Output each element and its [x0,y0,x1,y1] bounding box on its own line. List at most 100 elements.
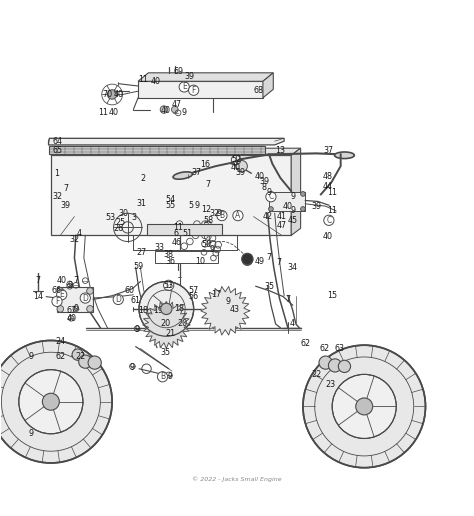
Circle shape [172,106,178,113]
Text: 11: 11 [138,75,148,85]
Circle shape [338,360,351,373]
Ellipse shape [335,152,355,158]
Text: 61: 61 [131,296,141,305]
Text: 9: 9 [73,304,78,313]
Text: 32: 32 [69,235,80,244]
Text: 9: 9 [28,429,33,438]
Ellipse shape [173,172,192,179]
Text: 40: 40 [231,163,241,172]
Text: 9: 9 [210,245,215,254]
Text: 62: 62 [55,352,65,361]
Polygon shape [201,286,250,335]
Circle shape [303,345,426,467]
Text: 10: 10 [195,257,205,266]
Text: 40: 40 [66,314,76,323]
Text: 24: 24 [55,337,65,346]
Text: 38: 38 [164,250,173,259]
Circle shape [139,282,194,336]
Text: 25: 25 [115,218,125,227]
Text: F: F [55,297,59,306]
Text: 4: 4 [77,229,82,238]
Text: 47: 47 [277,220,287,230]
Circle shape [319,356,332,369]
Text: 60: 60 [125,285,135,295]
Text: 40: 40 [160,106,170,116]
Circle shape [87,288,93,294]
Text: 31: 31 [137,199,147,208]
Bar [155,251,218,263]
Text: 67: 67 [66,307,76,315]
Bar [57,287,93,312]
Text: 33: 33 [154,243,164,252]
Text: 4: 4 [290,319,295,329]
Text: 42: 42 [263,212,273,221]
Text: 26: 26 [113,224,123,233]
Text: 16: 16 [200,160,210,169]
Text: 2: 2 [140,174,146,183]
Text: 9: 9 [182,108,187,117]
Polygon shape [51,155,291,235]
Text: 41: 41 [277,212,287,221]
Text: D: D [82,294,88,302]
Text: 7: 7 [285,295,291,304]
Text: E: E [182,83,187,91]
Text: 62: 62 [300,339,310,348]
Text: 21: 21 [165,329,175,338]
Text: 11: 11 [98,108,108,117]
Text: A: A [235,211,241,220]
Text: 56: 56 [189,292,199,301]
Text: E: E [59,291,64,299]
Text: 48: 48 [322,172,332,182]
Text: 39: 39 [60,201,70,209]
Text: 51: 51 [182,229,192,238]
Text: 9: 9 [194,201,200,209]
Text: B: B [219,211,225,220]
Text: 32: 32 [52,192,62,201]
Text: 12: 12 [201,205,211,215]
Text: 8: 8 [262,183,267,192]
Text: 11: 11 [173,223,183,232]
Circle shape [156,315,177,335]
Text: 3: 3 [132,214,137,222]
Circle shape [301,206,305,212]
Circle shape [57,288,64,294]
Text: 11: 11 [327,206,337,215]
Circle shape [72,349,83,360]
Text: 46: 46 [172,238,182,247]
Text: 32: 32 [210,209,219,218]
Circle shape [301,191,305,196]
Text: 22: 22 [311,370,321,379]
Polygon shape [138,73,273,82]
Circle shape [332,375,396,439]
Text: 7: 7 [73,276,78,285]
Text: 18: 18 [138,307,148,315]
Text: 19: 19 [153,307,163,315]
Text: 9: 9 [226,297,231,306]
Circle shape [236,160,247,172]
Text: 40: 40 [255,172,264,182]
Text: D: D [115,295,121,304]
Circle shape [108,90,117,99]
Text: 40: 40 [113,90,123,99]
Text: 35: 35 [264,282,274,291]
Text: 15: 15 [327,291,337,300]
Text: D: D [166,281,172,290]
Text: 9: 9 [167,372,173,381]
Circle shape [356,398,373,415]
Polygon shape [143,301,190,348]
Text: 62: 62 [319,344,329,353]
Circle shape [269,191,273,196]
Bar [269,192,305,211]
Circle shape [242,253,253,265]
Text: 7: 7 [205,181,210,189]
Text: 23: 23 [325,380,336,389]
Polygon shape [291,148,301,235]
Polygon shape [263,73,273,98]
Text: 40: 40 [322,232,332,241]
Circle shape [19,369,83,434]
Text: 20: 20 [160,319,171,329]
Text: 9: 9 [266,187,272,197]
Text: 70: 70 [102,90,112,99]
Circle shape [57,305,64,312]
Circle shape [160,106,168,114]
